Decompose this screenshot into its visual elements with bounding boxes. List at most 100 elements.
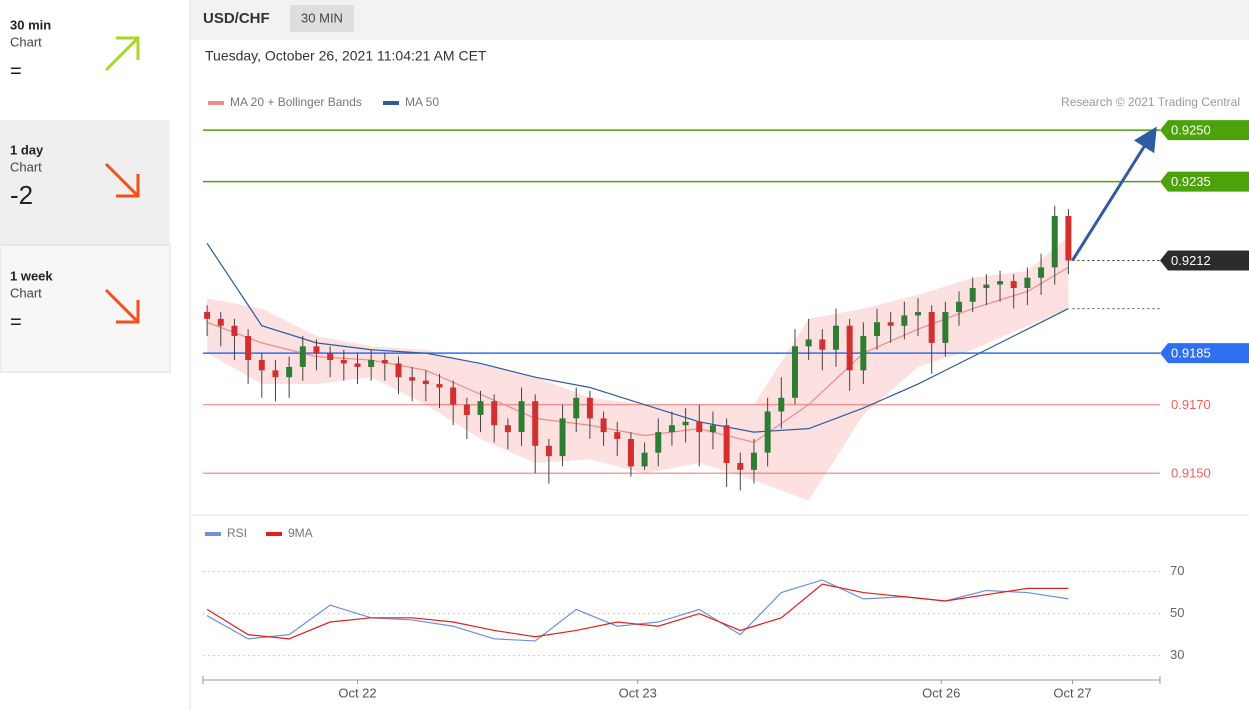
- target-arrow: [1071, 126, 1157, 262]
- candle-body: [545, 445, 552, 457]
- sidebar-item[interactable]: [0, 244, 171, 373]
- candle-body: [791, 346, 798, 398]
- period-label: Chart: [10, 159, 42, 174]
- candle-body: [559, 418, 566, 457]
- x-tick-label: Oct 23: [619, 685, 657, 700]
- candle-body: [874, 322, 881, 337]
- y-tick-label: 50: [1170, 605, 1184, 620]
- candle-body: [709, 425, 716, 433]
- x-tick-label: Oct 27: [1053, 685, 1091, 700]
- level-label: 0.9235: [1171, 174, 1211, 189]
- candle-body: [299, 346, 306, 367]
- candle-body: [723, 425, 730, 463]
- timestamp: Tuesday, October 26, 2021 11:04:21 AM CE…: [205, 48, 487, 64]
- candle-body: [477, 401, 484, 415]
- candle-body: [463, 404, 470, 415]
- candle-body: [204, 312, 211, 319]
- bollinger-band: [207, 236, 1069, 501]
- candle-body: [969, 287, 976, 302]
- score: -2: [10, 180, 33, 210]
- level-tag: [1160, 171, 1249, 192]
- score: =: [10, 311, 22, 333]
- candle-body: [586, 397, 593, 419]
- candle-body: [997, 281, 1004, 285]
- period: 30 min: [10, 17, 51, 32]
- level-tag: [1160, 250, 1249, 271]
- candle-body: [860, 336, 867, 371]
- candle-body: [764, 411, 771, 453]
- candle-body: [655, 432, 662, 453]
- level-label: 0.9150: [1171, 466, 1211, 481]
- candle-body: [887, 322, 894, 326]
- interval: 30 MIN: [301, 10, 343, 25]
- candle-body: [340, 360, 347, 364]
- level-label: 0.9170: [1171, 397, 1211, 412]
- candle-body: [504, 425, 511, 433]
- candle-body: [1051, 215, 1058, 268]
- header-bar: [190, 0, 1249, 40]
- level-label: 0.9250: [1171, 123, 1211, 138]
- y-tick-label: 30: [1170, 647, 1184, 662]
- level-tag: [1160, 343, 1249, 364]
- y-tick-label: 70: [1170, 563, 1184, 578]
- candle-body: [409, 377, 416, 381]
- candle-body: [641, 452, 648, 467]
- candle-body: [368, 360, 375, 367]
- period-label: Chart: [10, 34, 42, 49]
- trend-arrow: [104, 288, 140, 324]
- candle-body: [258, 360, 265, 371]
- candle-body: [846, 325, 853, 371]
- candle-body: [1065, 215, 1072, 261]
- candle-body: [245, 336, 252, 361]
- candle-body: [1010, 281, 1017, 288]
- candle-body: [983, 284, 990, 288]
- candle-body: [915, 312, 922, 316]
- sidebar-item[interactable]: [0, 0, 170, 120]
- candle-body: [805, 339, 812, 347]
- level-label: 0.9212: [1171, 253, 1211, 268]
- level-label: 0.9185: [1171, 346, 1211, 361]
- interval-badge[interactable]: [290, 5, 354, 32]
- candle-body: [956, 301, 963, 312]
- candle-body: [901, 315, 908, 326]
- moving-average: [206, 243, 1069, 433]
- legend-swatch: [383, 101, 399, 105]
- candle-body: [819, 339, 826, 350]
- candle-body: [600, 418, 607, 433]
- x-tick-label: Oct 26: [922, 685, 960, 700]
- candle-body: [354, 363, 361, 367]
- legend-swatch: [266, 532, 282, 536]
- candle-body: [395, 363, 402, 378]
- candle-body: [381, 360, 388, 364]
- period-label: Chart: [10, 285, 42, 300]
- candle-body: [696, 421, 703, 433]
- candle-body: [737, 462, 744, 470]
- legend-swatch: [205, 532, 221, 536]
- sidebar-item[interactable]: [0, 120, 170, 245]
- legend-label: MA 20 + Bollinger Bands: [230, 95, 362, 109]
- symbol: USD/CHF: [203, 10, 270, 27]
- candle-body: [928, 312, 935, 343]
- candle-body: [778, 397, 785, 412]
- candle-body: [1024, 277, 1031, 288]
- candle-body: [313, 346, 320, 354]
- candle-body: [450, 387, 457, 405]
- candle-body: [436, 384, 443, 388]
- moving-average: [206, 266, 1069, 444]
- candle-body: [518, 401, 525, 433]
- level-tag: [1160, 120, 1249, 141]
- candle-body: [668, 425, 675, 433]
- candle-body: [231, 325, 238, 337]
- candle-body: [217, 318, 224, 326]
- score: =: [10, 60, 22, 82]
- candle-body: [627, 438, 634, 467]
- legend-label: 9MA: [288, 526, 313, 540]
- indicator-line: [206, 579, 1069, 642]
- legend-label: MA 50: [405, 95, 439, 109]
- period: 1 week: [10, 268, 53, 283]
- legend-swatch: [208, 101, 224, 105]
- legend-label: RSI: [227, 526, 247, 540]
- trend-arrow: [104, 162, 140, 198]
- candle-body: [422, 380, 429, 385]
